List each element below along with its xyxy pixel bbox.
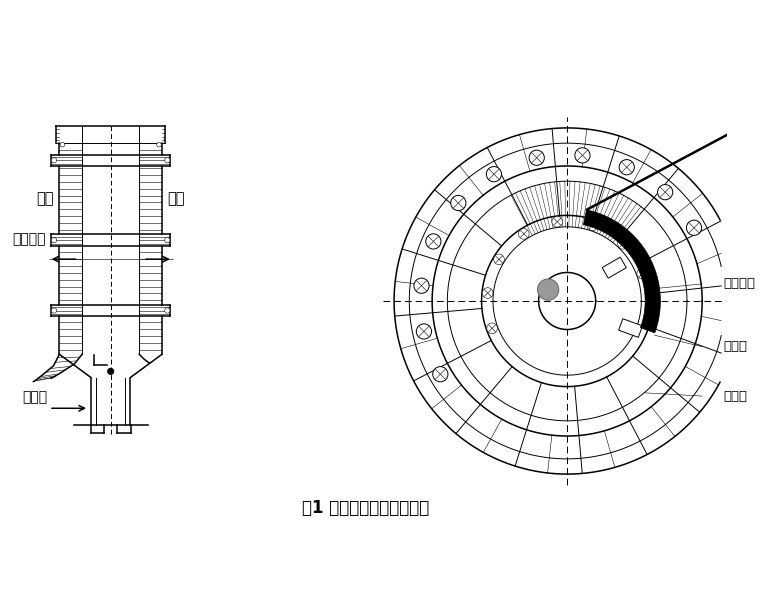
- Circle shape: [552, 216, 562, 227]
- Circle shape: [618, 238, 629, 249]
- Circle shape: [486, 167, 502, 182]
- Circle shape: [165, 308, 170, 313]
- Circle shape: [451, 196, 466, 211]
- Text: 中心风: 中心风: [22, 391, 47, 405]
- Circle shape: [432, 367, 448, 382]
- Circle shape: [52, 308, 57, 313]
- Bar: [602, 257, 626, 278]
- Circle shape: [414, 278, 429, 293]
- Circle shape: [426, 234, 441, 249]
- Text: 扬料板: 扬料板: [723, 389, 747, 403]
- Circle shape: [52, 158, 57, 163]
- Text: 料流方向: 料流方向: [723, 278, 755, 290]
- Circle shape: [637, 268, 648, 279]
- Circle shape: [537, 279, 559, 300]
- Circle shape: [52, 237, 57, 243]
- Circle shape: [486, 323, 498, 334]
- Circle shape: [416, 324, 432, 339]
- Circle shape: [165, 158, 170, 163]
- Polygon shape: [584, 210, 660, 333]
- Circle shape: [518, 229, 529, 239]
- Circle shape: [587, 220, 598, 231]
- Text: 图1 隔仓板调控原理示意图: 图1 隔仓板调控原理示意图: [302, 499, 429, 517]
- Circle shape: [483, 288, 493, 299]
- Text: 料流方向: 料流方向: [12, 232, 46, 246]
- Circle shape: [619, 160, 635, 175]
- Text: 二仓: 二仓: [168, 191, 185, 206]
- Circle shape: [60, 142, 65, 147]
- Bar: [619, 318, 642, 337]
- Text: 卸料口: 卸料口: [723, 340, 747, 353]
- Circle shape: [494, 254, 505, 265]
- Circle shape: [157, 142, 161, 147]
- Circle shape: [165, 237, 170, 243]
- Circle shape: [529, 150, 544, 166]
- Circle shape: [108, 368, 114, 374]
- Circle shape: [686, 220, 701, 235]
- Circle shape: [575, 147, 590, 163]
- Circle shape: [657, 185, 673, 200]
- Text: 一仓: 一仓: [36, 191, 54, 206]
